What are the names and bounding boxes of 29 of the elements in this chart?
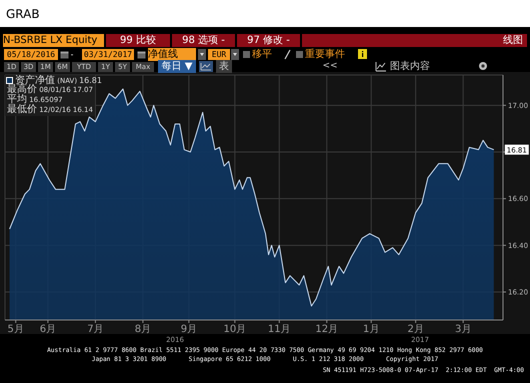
- x-tick-label: 5月: [8, 324, 24, 336]
- x-tick-label: 9月: [180, 324, 198, 336]
- text: 16.81: [79, 76, 102, 84]
- text: 图表内容: [390, 60, 431, 73]
- x-tick-label: 8月: [134, 324, 152, 336]
- x-tick-label: 10月: [223, 324, 246, 336]
- text: 表: [216, 60, 232, 73]
- x-tick-label: 1月: [363, 324, 380, 336]
- x-tick-label: 7月: [87, 324, 104, 336]
- text: <<: [321, 61, 339, 72]
- text: -: [68, 49, 76, 60]
- x-tick-label: 3月: [454, 324, 472, 336]
- text: 99 比较: [106, 34, 170, 47]
- x-tick-label: 6月: [40, 324, 56, 336]
- text: 05/18/2016: [4, 49, 58, 60]
- x-tick-label: 11月: [268, 324, 291, 336]
- x-tick-label: 12月: [315, 324, 338, 336]
- text: 净值线: [148, 48, 196, 61]
- text: 03/31/2017: [82, 49, 134, 60]
- text: 97 修改 -: [237, 34, 300, 47]
- text: 每日 ▼: [158, 60, 196, 73]
- text: 线图: [302, 34, 527, 47]
- text: 重要事件: [305, 48, 346, 61]
- text: EUR: [208, 49, 230, 60]
- x-tick-label: 2月: [407, 324, 424, 336]
- text: GRAB: [6, 6, 41, 22]
- chart-title: N-BSRBE LX Equity: [3, 34, 104, 47]
- text: 98 选项 -: [172, 34, 235, 47]
- text: 移平: [252, 48, 273, 61]
